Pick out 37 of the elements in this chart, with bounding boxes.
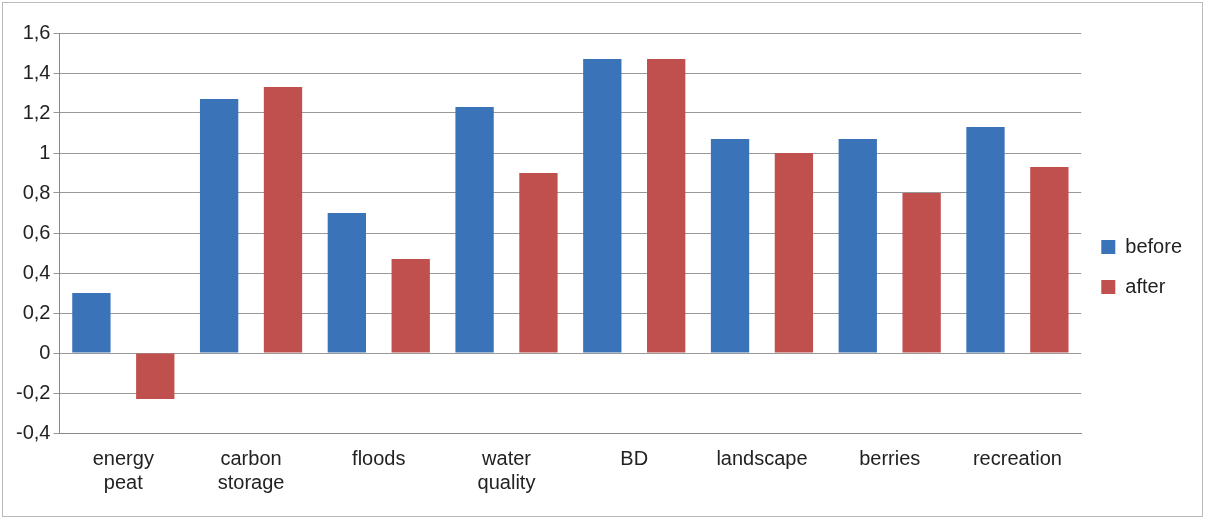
- bar: [519, 173, 558, 353]
- y-tick-label: 0,2: [22, 300, 51, 323]
- x-tick-label: landscape: [716, 446, 808, 469]
- bar: [1030, 167, 1069, 353]
- legend-label: before: [1125, 234, 1183, 257]
- bar: [327, 213, 367, 353]
- y-tick-label: 1,2: [22, 100, 51, 123]
- x-tick-label: floods: [352, 446, 406, 469]
- bar: [263, 87, 303, 353]
- y-tick-label: 1,4: [22, 60, 51, 83]
- bar: [838, 139, 877, 353]
- y-tick-label: 0,4: [22, 260, 51, 283]
- x-tick-label: water quality: [477, 446, 536, 493]
- x-tick-label: BD: [620, 446, 649, 469]
- y-tick-label: -0,4: [15, 420, 51, 443]
- legend-label: after: [1125, 274, 1166, 297]
- x-tick-label: energy peat: [92, 446, 154, 493]
- bar: [774, 153, 814, 353]
- bar: [72, 293, 111, 353]
- x-tick-label: berries: [859, 446, 921, 469]
- x-tick-label: carbon storage: [217, 446, 285, 493]
- bar: [199, 99, 239, 353]
- y-tick-label: 1: [39, 140, 51, 163]
- x-tick-label: recreation: [972, 446, 1062, 469]
- bar: [902, 193, 941, 353]
- bar: [710, 139, 750, 353]
- y-tick-label: 0,8: [22, 180, 51, 203]
- y-tick-label: -0,2: [15, 380, 51, 403]
- y-tick-label: 0: [39, 340, 51, 363]
- bar: [647, 59, 686, 353]
- bar: [136, 353, 175, 399]
- bar: [583, 59, 622, 353]
- bar: [966, 127, 1005, 353]
- y-tick-label: 0,6: [22, 220, 51, 243]
- bar: [455, 107, 494, 353]
- y-tick-label: 1,6: [22, 20, 51, 43]
- bar: [391, 259, 430, 353]
